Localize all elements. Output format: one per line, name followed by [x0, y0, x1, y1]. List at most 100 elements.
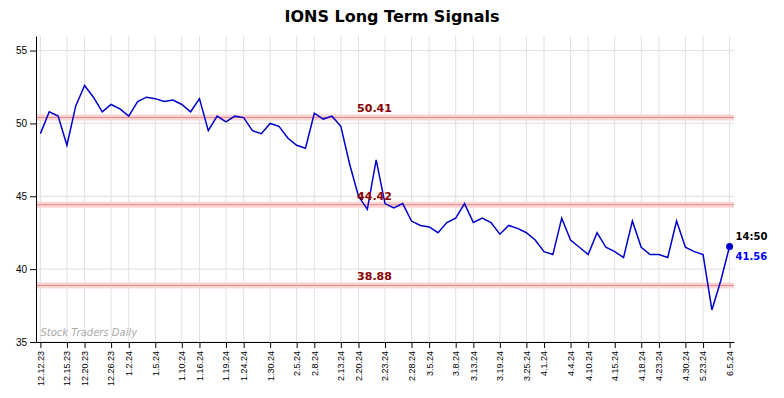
x-tick: 3.25.24	[522, 342, 532, 381]
x-tick-mark	[429, 342, 430, 348]
hline	[36, 117, 734, 118]
last-point	[726, 243, 733, 250]
x-tick: 2.13.24	[336, 342, 346, 381]
grid-line-x	[155, 36, 156, 342]
x-tick-label: 12.26.23	[106, 351, 116, 386]
x-tick-label: 4.23.24	[654, 351, 664, 381]
grid-line-x	[588, 36, 589, 342]
x-tick: 4.23.24	[654, 342, 664, 381]
grid	[36, 36, 734, 342]
x-tick-label: 1.24.24	[239, 351, 249, 381]
x-tick-mark	[341, 342, 342, 348]
grid-line-x	[111, 36, 112, 342]
annotations: 50.4144.4238.8814:5041.56Stock Traders D…	[40, 102, 767, 338]
y-tick-mark	[30, 269, 36, 270]
y-axis-line	[36, 37, 37, 343]
x-tick-mark	[412, 342, 413, 348]
x-tick-label: 4.4.24	[566, 351, 576, 376]
x-tick-mark	[182, 342, 183, 348]
grid-line-x	[526, 36, 527, 342]
x-tick-mark	[199, 342, 200, 348]
x-tick: 4.15.24	[610, 342, 620, 381]
price-annotation: 41.56	[736, 251, 768, 262]
grid-line-x	[411, 36, 412, 342]
x-tick-mark	[314, 342, 315, 348]
grid-line-x	[658, 36, 659, 342]
x-tick-mark	[67, 342, 68, 348]
x-tick-label: 1.16.24	[195, 351, 205, 381]
hline-label: 38.88	[357, 270, 392, 283]
hline-label: 50.41	[357, 102, 392, 115]
grid-line-x	[473, 36, 474, 342]
grid-line-x	[225, 36, 226, 342]
x-tick-label: 3.5.24	[425, 351, 435, 376]
x-tick-mark	[456, 342, 457, 348]
plot: 12.12.2312.15.2312.20.2312.26.231.2.241.…	[16, 36, 768, 386]
x-tick-mark	[111, 342, 112, 348]
x-tick-mark	[659, 342, 660, 348]
x-tick-label: 3.13.24	[469, 351, 479, 381]
x-tick: 3.19.24	[495, 342, 505, 381]
y-tick-mark	[30, 51, 36, 52]
x-tick-label: 1.5.24	[151, 351, 161, 376]
x-tick-mark	[244, 342, 245, 348]
x-tick: 1.2.24	[124, 342, 134, 376]
x-tick: 12.12.23	[36, 342, 46, 386]
y-tick-label: 55	[16, 45, 28, 56]
x-tick-mark	[500, 342, 501, 348]
x-tick-label: 1.30.24	[266, 351, 276, 381]
grid-line-x	[499, 36, 500, 342]
y-axis: 3540455055	[16, 37, 37, 348]
grid-line-x	[729, 36, 730, 342]
grid-line-x	[181, 36, 182, 342]
x-tick-label: 2.8.24	[310, 351, 320, 376]
x-tick-label: 2.20.24	[354, 351, 364, 381]
y-tick-mark	[30, 123, 36, 124]
x-tick-label: 2.5.24	[292, 351, 302, 376]
x-tick-mark	[85, 342, 86, 348]
y-tick: 45	[16, 191, 36, 202]
x-tick-mark	[385, 342, 386, 348]
price-line	[40, 86, 729, 310]
x-tick-label: 1.2.24	[124, 351, 134, 376]
x-tick: 1.5.24	[151, 342, 161, 376]
x-tick: 1.10.24	[177, 342, 187, 381]
grid-line-x	[314, 36, 315, 342]
x-tick: 2.20.24	[354, 342, 364, 381]
x-tick-mark	[571, 342, 572, 348]
x-tick-mark	[588, 342, 589, 348]
hline	[36, 285, 734, 286]
x-tick-mark	[473, 342, 474, 348]
x-tick: 3.5.24	[425, 342, 435, 376]
x-tick: 1.16.24	[195, 342, 205, 381]
y-tick-label: 50	[16, 118, 28, 129]
grid-line-x	[296, 36, 297, 342]
x-tick: 2.23.24	[380, 342, 390, 381]
x-tick-mark	[526, 342, 527, 348]
grid-line-x	[570, 36, 571, 342]
x-tick: 12.20.23	[80, 342, 90, 386]
x-tick: 4.1.24	[539, 342, 549, 376]
x-tick-mark	[226, 342, 227, 348]
x-tick-mark	[685, 342, 686, 348]
grid-line-x	[243, 36, 244, 342]
grid-line-x	[66, 36, 67, 342]
x-tick-mark	[544, 342, 545, 348]
grid-line-x	[455, 36, 456, 342]
grid-line-x	[340, 36, 341, 342]
x-tick-mark	[40, 342, 41, 348]
x-tick: 1.24.24	[239, 342, 249, 381]
x-tick: 2.8.24	[310, 342, 320, 376]
x-tick-mark	[615, 342, 616, 348]
y-tick-label: 45	[16, 191, 28, 202]
x-axis: 12.12.2312.15.2312.20.2312.26.231.2.241.…	[36, 342, 735, 386]
x-tick: 12.26.23	[106, 342, 116, 386]
x-tick-label: 4.15.24	[610, 351, 620, 381]
x-tick: 2.28.24	[407, 342, 417, 381]
y-tick: 40	[16, 264, 36, 275]
x-tick-label: 4.18.24	[637, 351, 647, 381]
x-tick: 4.18.24	[637, 342, 647, 381]
grid-line-x	[199, 36, 200, 342]
x-tick-label: 2.13.24	[336, 351, 346, 381]
x-tick: 4.30.24	[681, 342, 691, 381]
